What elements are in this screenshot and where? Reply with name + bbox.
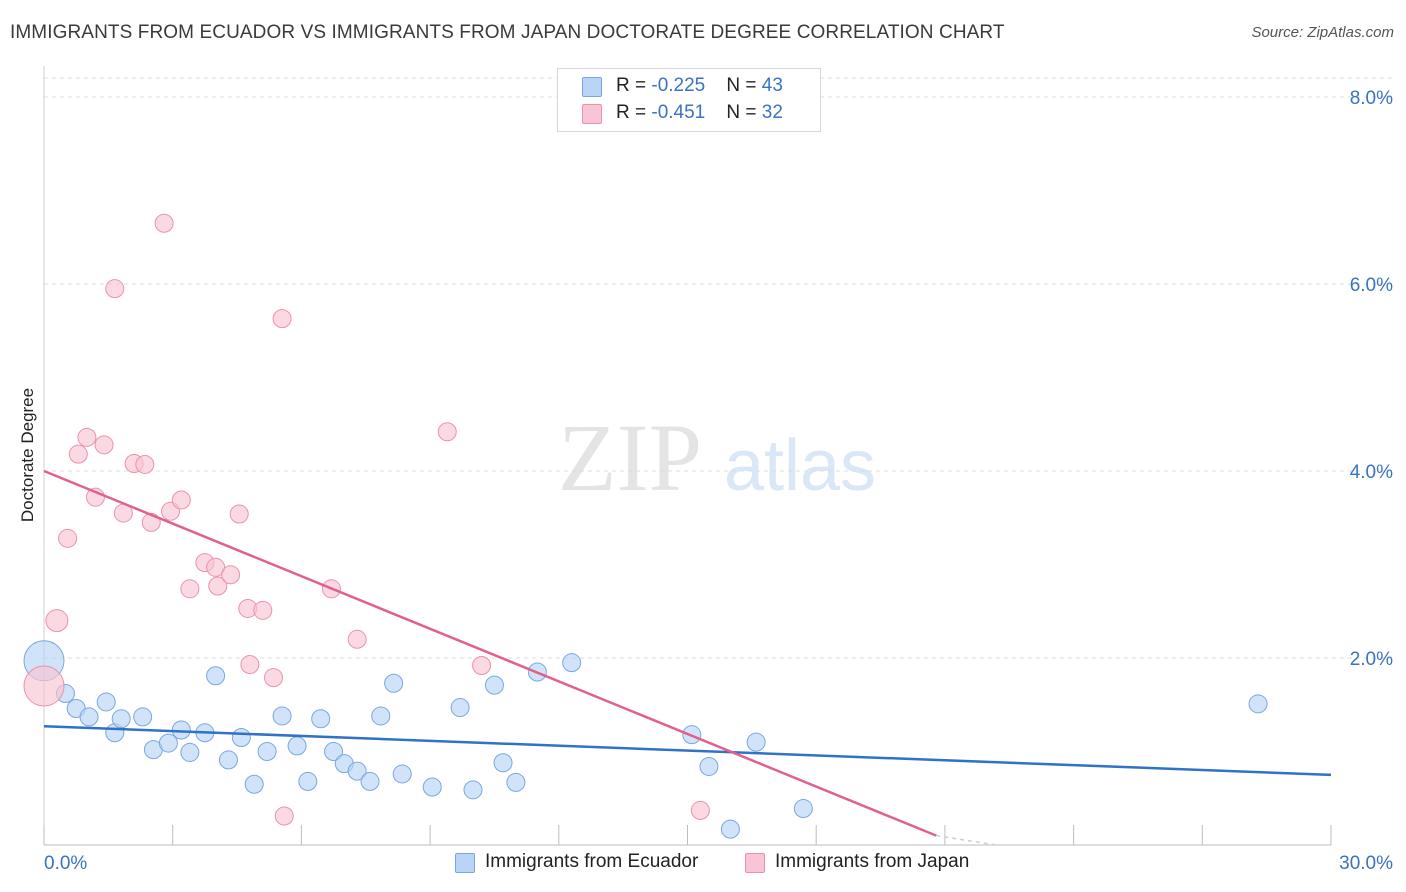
- point-ecuador: [493, 753, 513, 773]
- r-label: R =: [616, 102, 652, 123]
- trend-line-japan-extension: [936, 834, 997, 846]
- point-japan: [240, 655, 260, 675]
- chart-title: IMMIGRANTS FROM ECUADOR VS IMMIGRANTS FR…: [10, 22, 1005, 43]
- legend-swatch-ecuador: [455, 853, 475, 873]
- point-japan: [171, 490, 191, 510]
- point-ecuador: [793, 799, 813, 819]
- point-ecuador: [1248, 694, 1268, 714]
- point-ecuador: [324, 742, 344, 761]
- axes: [43, 66, 1332, 846]
- point-ecuador: [206, 666, 226, 686]
- point-ecuador: [422, 777, 442, 797]
- point-ecuador: [111, 709, 131, 729]
- point-ecuador: [244, 774, 264, 794]
- n-value-japan: 32: [761, 102, 783, 123]
- watermark: ZIP atlas: [558, 404, 876, 511]
- point-ecuador: [79, 707, 99, 727]
- point-ecuador: [371, 706, 391, 726]
- point-japan: [135, 454, 155, 474]
- legend-swatch-japan: [582, 104, 602, 124]
- x-tick-label-min: 0.0%: [44, 853, 87, 874]
- gridlines: [44, 77, 1392, 659]
- legend-label-japan: Immigrants from Japan: [775, 851, 970, 872]
- trend-lines: [43, 469, 1332, 846]
- point-ecuador: [384, 673, 404, 693]
- r-value-ecuador: -0.225: [651, 75, 706, 96]
- point-ecuador: [360, 771, 380, 791]
- point-ecuador: [699, 756, 719, 776]
- y-tick-label: 6.0%: [1350, 275, 1393, 296]
- point-japan: [253, 600, 273, 620]
- point-japan: [274, 806, 294, 826]
- point-ecuador: [257, 742, 277, 761]
- watermark-atlas: atlas: [724, 426, 876, 506]
- point-japan: [77, 427, 97, 447]
- point-ecuador: [484, 675, 504, 695]
- point-japan: [208, 576, 228, 596]
- point-japan: [94, 435, 114, 455]
- point-japan: [272, 309, 292, 329]
- legend-swatch-ecuador: [582, 77, 602, 97]
- point-ecuador: [158, 733, 178, 753]
- point-japan: [264, 668, 284, 688]
- point-ecuador: [562, 653, 582, 673]
- point-japan: [472, 655, 492, 675]
- r-label: R =: [616, 75, 652, 96]
- point-ecuador: [463, 780, 483, 800]
- point-japan: [221, 565, 241, 585]
- x-tick-labels: 0.0% 30.0%: [44, 853, 1393, 874]
- point-ecuador: [450, 698, 470, 718]
- r-value-japan: -0.451: [651, 102, 706, 123]
- point-japan: [154, 213, 174, 233]
- point-ecuador: [311, 709, 331, 729]
- point-ecuador: [347, 761, 367, 781]
- point-japan: [229, 504, 249, 524]
- y-tick-labels: 2.0% 4.0% 6.0% 8.0%: [1350, 88, 1393, 670]
- point-ecuador: [180, 742, 200, 762]
- point-japan: [347, 629, 367, 649]
- point-japan: [105, 279, 125, 299]
- point-japan: [68, 444, 88, 464]
- y-tick-label: 4.0%: [1350, 462, 1393, 483]
- x-tick-label-max: 30.0%: [1339, 853, 1393, 874]
- correlation-legend: R = -0.225 N = 43 R = -0.451 N = 32: [557, 68, 821, 132]
- point-japan: [437, 422, 457, 442]
- y-tick-label: 2.0%: [1350, 649, 1393, 670]
- point-japan: [206, 557, 226, 577]
- point-ecuador: [287, 736, 307, 756]
- legend-label-ecuador: Immigrants from Ecuador: [485, 851, 699, 872]
- watermark-zip: ZIP: [558, 404, 702, 511]
- y-tick-label: 8.0%: [1350, 88, 1393, 109]
- series-japan-points: [23, 213, 710, 826]
- point-japan: [58, 528, 78, 548]
- series-legend: Immigrants from Ecuador Immigrants from …: [0, 851, 1406, 877]
- n-label: N =: [726, 102, 762, 123]
- point-ecuador: [298, 771, 318, 791]
- point-japan: [45, 609, 69, 633]
- point-japan: [690, 800, 710, 820]
- n-label: N =: [726, 75, 762, 96]
- trend-line-japan: [43, 469, 937, 837]
- n-value-ecuador: 43: [761, 75, 783, 96]
- legend-swatch-japan: [745, 853, 765, 873]
- point-ecuador: [218, 750, 238, 770]
- point-ecuador: [231, 727, 251, 747]
- point-japan: [180, 579, 200, 599]
- trend-line-ecuador: [43, 725, 1332, 777]
- point-japan: [23, 665, 65, 707]
- point-ecuador: [133, 707, 153, 727]
- point-ecuador: [96, 692, 116, 712]
- point-ecuador: [272, 706, 292, 726]
- point-ecuador: [506, 772, 526, 792]
- point-ecuador: [720, 819, 740, 839]
- source-label: Source: ZipAtlas.com: [1251, 24, 1394, 41]
- point-ecuador: [392, 764, 412, 784]
- series-ecuador-points: [23, 640, 1268, 839]
- point-ecuador: [746, 732, 766, 752]
